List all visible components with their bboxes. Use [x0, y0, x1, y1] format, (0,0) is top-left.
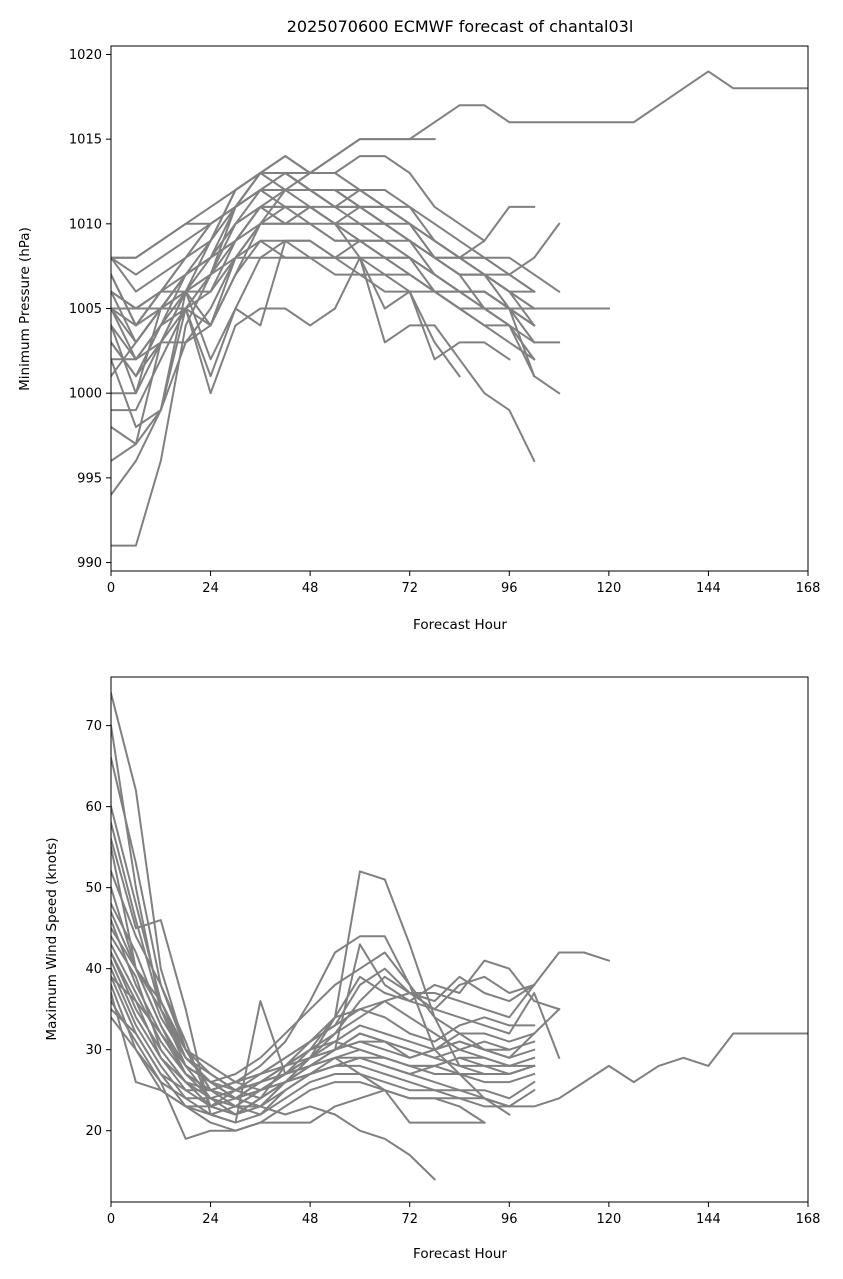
wind-x-tick-label: 48: [302, 1212, 319, 1227]
wind-x-axis-label: Forecast Hour: [413, 1246, 507, 1262]
wind-series-line-13: [111, 943, 536, 1108]
pressure-series-line-26: [111, 172, 536, 293]
pressure-axes: 0 24 48 72 96 120 144 168 990 995 1000 1005 1010 1015…: [69, 45, 821, 596]
pressure-x-tick-label: 96: [501, 581, 518, 596]
pressure-series-line-23: [111, 256, 536, 463]
pressure-series-line-22: [111, 256, 536, 378]
wind-series-line-16: [111, 967, 511, 1124]
pressure-x-tick-label: 0: [107, 581, 115, 596]
pressure-chart: 2025070600 ECMWF forecast of chantal03l …: [17, 17, 820, 633]
wind-series-line-5: [111, 756, 536, 1108]
wind-series-line-21: [111, 1007, 536, 1092]
wind-axes: 0 24 48 72 96 120 144 168 20 30 40 50 60 70: [85, 676, 821, 1227]
pressure-y-tick-label: 1005: [69, 302, 102, 317]
wind-series-line-26: [111, 975, 536, 1100]
wind-y-tick-label: 40: [85, 962, 102, 977]
wind-y-tick-label: 20: [85, 1124, 102, 1139]
chart-title: 2025070600 ECMWF forecast of chantal03l: [287, 17, 634, 36]
pressure-y-axis-label: Minimum Pressure (hPa): [17, 227, 33, 391]
wind-chart: 0 24 48 72 96 120 144 168 20 30 40 50 60 70 Forecast …: [44, 676, 821, 1262]
wind-series-line-25: [111, 821, 511, 1100]
pressure-y-tick-label: 1020: [69, 48, 102, 63]
wind-x-tick-label: 24: [202, 1212, 219, 1227]
pressure-y-tick-label: 995: [77, 471, 102, 486]
pressure-x-tick-label: 48: [302, 581, 319, 596]
wind-y-axis-label: Maximum Wind Speed (knots): [44, 837, 60, 1040]
pressure-series-layer: [111, 70, 808, 547]
wind-series-line-18: [111, 983, 486, 1140]
pressure-x-axis-label: Forecast Hour: [413, 617, 507, 633]
wind-x-tick-label: 0: [107, 1212, 115, 1227]
pressure-series-line-24: [111, 239, 511, 361]
wind-x-tick-label: 120: [596, 1212, 621, 1227]
wind-y-tick-label: 70: [85, 719, 102, 734]
pressure-y-tick-label: 1015: [69, 133, 102, 148]
wind-x-tick-label: 144: [696, 1212, 721, 1227]
pressure-x-tick-label: 120: [596, 581, 621, 596]
pressure-series-line-25: [111, 189, 536, 310]
wind-series-line-24: [111, 910, 536, 1092]
pressure-x-tick-label: 72: [401, 581, 418, 596]
pressure-x-tick-label: 168: [796, 581, 821, 596]
wind-series-line-3: [111, 691, 437, 1181]
pressure-series-line-3: [111, 155, 486, 547]
wind-series-line-23: [111, 845, 536, 1100]
wind-x-tick-label: 168: [796, 1212, 821, 1227]
wind-y-tick-label: 60: [85, 800, 102, 815]
pressure-y-tick-label: 990: [77, 556, 102, 571]
pressure-x-tick-label: 144: [696, 581, 721, 596]
wind-x-tick-label: 96: [501, 1212, 518, 1227]
wind-axes-frame: [110, 676, 809, 1203]
wind-y-tick-label: 50: [85, 881, 102, 896]
pressure-x-tick-label: 24: [202, 581, 219, 596]
pressure-y-tick-label: 1010: [69, 217, 102, 232]
wind-series-layer: [111, 691, 808, 1181]
wind-x-tick-label: 72: [401, 1212, 418, 1227]
wind-y-tick-label: 30: [85, 1043, 102, 1058]
pressure-y-tick-label: 1000: [69, 387, 102, 402]
